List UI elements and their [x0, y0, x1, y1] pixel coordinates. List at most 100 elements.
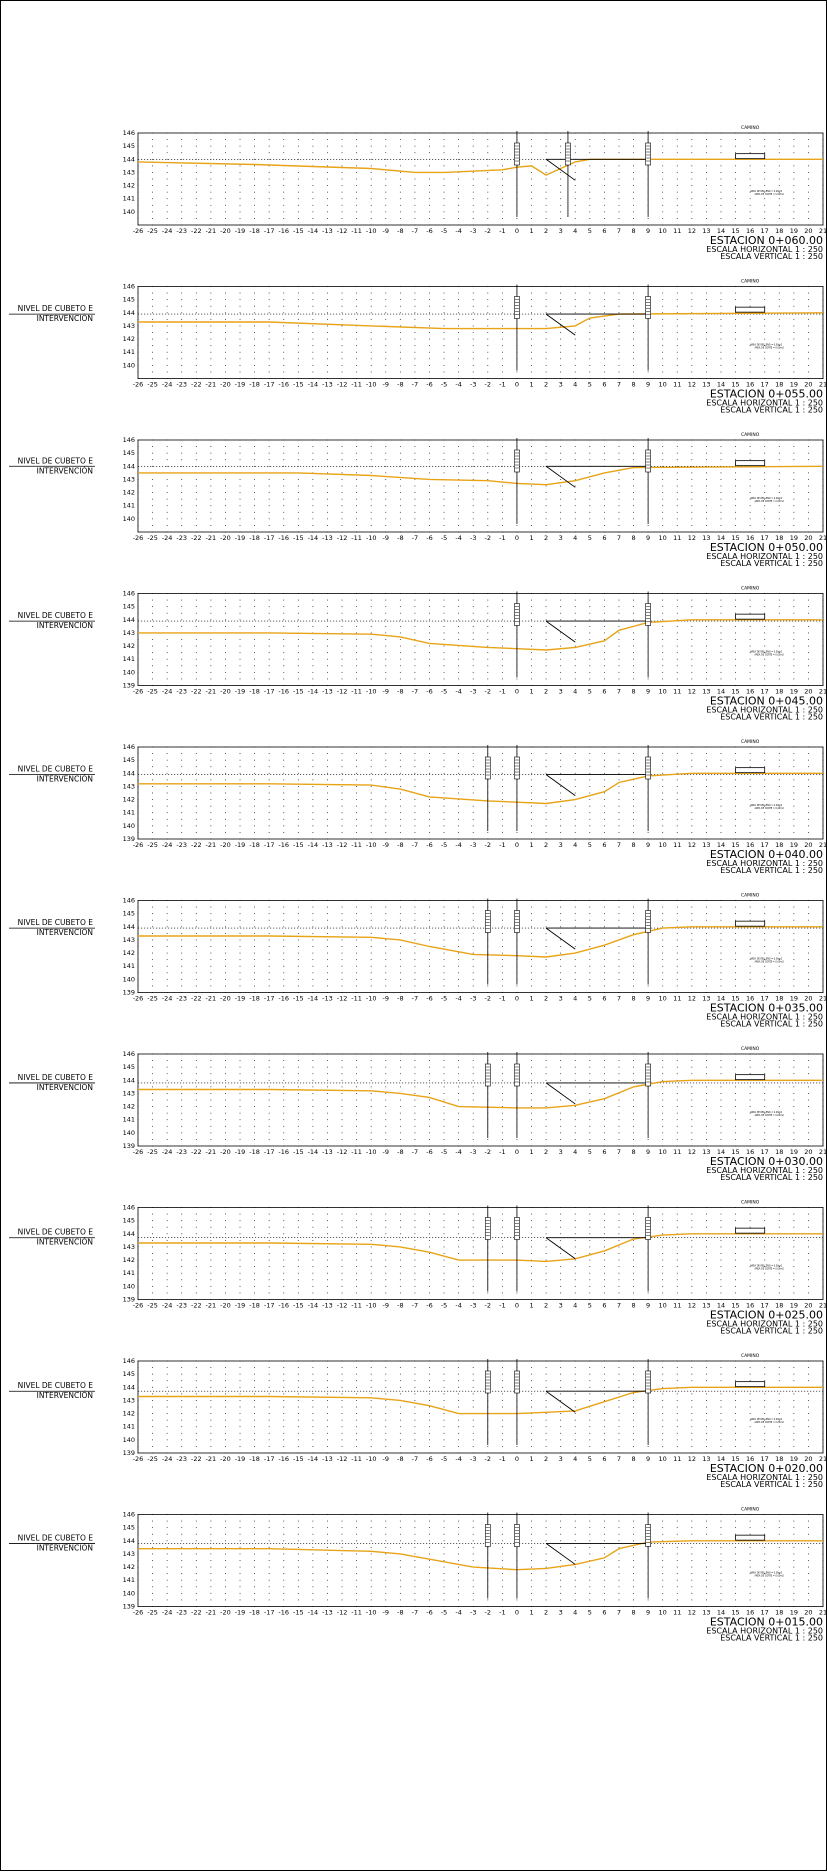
section-frame: [138, 1361, 823, 1453]
section-frame: [138, 1054, 823, 1146]
station-marker: [514, 1206, 519, 1292]
x-tick-label: -14: [308, 381, 319, 389]
x-tick-label: 7: [617, 995, 621, 1003]
station-marker: [646, 899, 651, 985]
y-tick-label: 146: [123, 283, 135, 291]
level-label-line1: NIVEL DE CUBETO E: [18, 1228, 94, 1237]
x-tick-label: -2: [485, 688, 491, 696]
y-tick-label: 141: [123, 1116, 135, 1124]
x-tick-label: -16: [278, 227, 289, 235]
x-tick-label: -13: [322, 1148, 333, 1156]
y-tick-label: 144: [123, 155, 135, 163]
x-tick-label: 1: [529, 1455, 533, 1463]
x-tick-label: -15: [293, 995, 304, 1003]
x-tick-label: -4: [455, 1148, 461, 1156]
scale-vertical: ESCALA VERTICAL 1 : 250: [720, 1327, 823, 1336]
x-tick-label: 7: [617, 688, 621, 696]
x-tick-label: -10: [366, 688, 377, 696]
y-tick-label: 145: [123, 756, 135, 764]
station-marker: [514, 1359, 519, 1445]
y-tick-label: 146: [123, 1050, 135, 1058]
x-tick-label: -26: [133, 534, 144, 542]
x-tick-label: -14: [308, 1609, 319, 1617]
x-tick-label: -18: [249, 688, 260, 696]
x-tick-label: 2: [544, 841, 548, 849]
x-tick-label: -18: [249, 1302, 260, 1310]
x-tick-label: 5: [588, 1609, 592, 1617]
x-tick-label: -25: [147, 1609, 158, 1617]
x-tick-label: -6: [426, 841, 432, 849]
design-lines: [546, 466, 648, 487]
area-cut-text: AREA DE CORTE = 0.00m2: [755, 346, 785, 349]
station-marker: [485, 899, 490, 985]
x-tick-label: -17: [264, 995, 275, 1003]
y-tick-label: 142: [123, 1103, 135, 1111]
x-tick-label: 3: [559, 1148, 563, 1156]
station-marker: [646, 1359, 651, 1445]
road-box: [736, 768, 765, 773]
x-tick-label: -7: [412, 534, 418, 542]
x-tick-label: -9: [383, 227, 389, 235]
y-tick-label: 142: [123, 335, 135, 343]
x-tick-label: 12: [688, 1455, 696, 1463]
x-tick-label: -8: [397, 995, 403, 1003]
x-tick-label: -8: [397, 841, 403, 849]
x-tick-label: -18: [249, 534, 260, 542]
x-tick-label: 0: [515, 1609, 519, 1617]
x-tick-label: -8: [397, 381, 403, 389]
x-tick-label: -23: [176, 688, 187, 696]
cross-section: 139140141142143144145146-26-25-24-23-22-…: [9, 1200, 827, 1336]
x-tick-label: -9: [383, 1148, 389, 1156]
x-tick-label: -24: [162, 227, 173, 235]
x-tick-label: -13: [322, 841, 333, 849]
x-tick-label: -23: [176, 1455, 187, 1463]
x-tick-label: -25: [147, 1302, 158, 1310]
x-tick-label: 10: [659, 534, 667, 542]
station-marker: [646, 592, 651, 678]
x-tick-label: 9: [646, 1609, 650, 1617]
x-tick-label: 8: [631, 381, 635, 389]
scale-vertical: ESCALA VERTICAL 1 : 250: [720, 1020, 823, 1029]
x-tick-label: 0: [515, 1302, 519, 1310]
x-tick-label: -24: [162, 381, 173, 389]
area-cut-text: AREA DE CORTE = 0.00m2: [755, 960, 785, 963]
section-grid: [138, 440, 824, 533]
scale-vertical: ESCALA VERTICAL 1 : 250: [720, 866, 823, 875]
area-cut-text: AREA DE CORTE = 0.00m2: [755, 1114, 785, 1117]
x-tick-label: 7: [617, 534, 621, 542]
x-tick-label: -23: [176, 1302, 187, 1310]
x-tick-label: -12: [337, 1455, 348, 1463]
x-tick-label: -19: [235, 995, 246, 1003]
x-tick-label: 5: [588, 227, 592, 235]
y-tick-label: 143: [123, 168, 135, 176]
x-tick-label: -25: [147, 995, 158, 1003]
ground-profile: [138, 313, 823, 329]
x-tick-label: -14: [308, 1148, 319, 1156]
x-tick-label: -10: [366, 381, 377, 389]
station-marker: [646, 131, 651, 217]
x-tick-label: 10: [659, 1455, 667, 1463]
x-tick-label: -7: [412, 841, 418, 849]
design-lines: [546, 1238, 648, 1259]
x-tick-label: -9: [383, 1609, 389, 1617]
x-tick-label: -26: [133, 995, 144, 1003]
x-tick-label: 7: [617, 1148, 621, 1156]
level-label-line1: NIVEL DE CUBETO E: [18, 1533, 94, 1542]
y-tick-label: 140: [123, 1589, 135, 1597]
ground-profile: [138, 1541, 823, 1570]
y-tick-label: 140: [123, 361, 135, 369]
x-tick-label: -4: [455, 841, 461, 849]
y-tick-label: 143: [123, 1550, 135, 1558]
x-tick-label: -14: [308, 688, 319, 696]
station-marker: [646, 1052, 651, 1138]
x-tick-label: 4: [573, 688, 577, 696]
section-grid: [138, 747, 824, 840]
x-tick-label: -15: [293, 688, 304, 696]
x-tick-label: 0: [515, 841, 519, 849]
x-tick-label: -13: [322, 1302, 333, 1310]
x-tick-label: -11: [351, 534, 362, 542]
x-tick-label: -6: [426, 1609, 432, 1617]
x-tick-label: -22: [191, 1148, 202, 1156]
x-tick-label: -3: [470, 1609, 476, 1617]
x-tick-label: -14: [308, 227, 319, 235]
